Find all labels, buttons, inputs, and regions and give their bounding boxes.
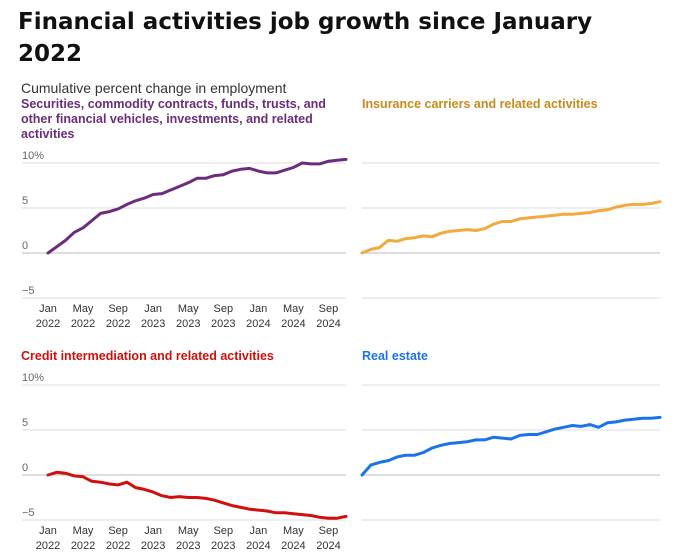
x-tick-month: Jan (39, 525, 57, 537)
x-tick-month: Jan (144, 303, 162, 315)
panel-title-securities: Securities, commodity contracts, funds, … (21, 97, 326, 141)
x-tick-year: 2023 (176, 318, 200, 330)
series-line (46, 157, 348, 255)
x-tick-month: Sep (319, 525, 339, 537)
x-tick-month: Jan (249, 303, 267, 315)
y-tick-label: −5 (22, 507, 35, 519)
x-tick-year: 2024 (316, 318, 340, 330)
chart-title: Financial activities job growth since Ja… (18, 9, 593, 67)
x-tick-month: Sep (108, 525, 128, 537)
y-tick-label: 0 (22, 240, 28, 252)
y-tick-label: 5 (22, 417, 28, 429)
x-tick-month: May (178, 525, 199, 537)
x-tick-month: Jan (249, 525, 267, 537)
y-tick-label: 10% (22, 150, 44, 162)
panel-title-insurance: Insurance carriers and related activitie… (362, 97, 598, 111)
x-tick-month: Jan (144, 525, 162, 537)
y-tick-label: 10% (22, 372, 44, 384)
x-tick-year: 2022 (71, 540, 95, 552)
x-tick-month: May (283, 525, 304, 537)
panel-title-real-estate: Real estate (362, 349, 429, 363)
x-tick-year: 2023 (211, 318, 235, 330)
x-tick-year: 2023 (176, 540, 200, 552)
x-tick-year: 2023 (211, 540, 235, 552)
x-tick-month: May (73, 303, 94, 315)
x-tick-year: 2024 (246, 318, 270, 330)
x-tick-month: Sep (214, 525, 234, 537)
y-tick-label: 0 (22, 462, 28, 474)
x-tick-year: 2022 (36, 318, 60, 330)
x-tick-year: 2024 (281, 318, 305, 330)
x-tick-month: Sep (319, 303, 339, 315)
y-tick-label: 5 (22, 195, 28, 207)
x-tick-month: Sep (108, 303, 128, 315)
x-tick-month: May (283, 303, 304, 315)
x-tick-month: May (73, 525, 94, 537)
x-tick-month: Jan (39, 303, 57, 315)
x-tick-month: Sep (214, 303, 234, 315)
x-tick-year: 2022 (36, 540, 60, 552)
series-line (360, 200, 662, 255)
x-tick-year: 2022 (106, 540, 130, 552)
series-line (46, 470, 348, 520)
x-tick-year: 2023 (141, 318, 165, 330)
series-line (360, 415, 662, 477)
x-tick-year: 2024 (246, 540, 270, 552)
panel-title-credit: Credit intermediation and related activi… (21, 349, 274, 363)
x-tick-year: 2023 (141, 540, 165, 552)
x-tick-month: May (178, 303, 199, 315)
y-tick-label: −5 (22, 285, 35, 297)
x-tick-year: 2022 (106, 318, 130, 330)
x-tick-year: 2024 (281, 540, 305, 552)
chart-subtitle: Cumulative percent change in employment (21, 80, 287, 96)
x-tick-year: 2022 (71, 318, 95, 330)
x-tick-year: 2024 (316, 540, 340, 552)
